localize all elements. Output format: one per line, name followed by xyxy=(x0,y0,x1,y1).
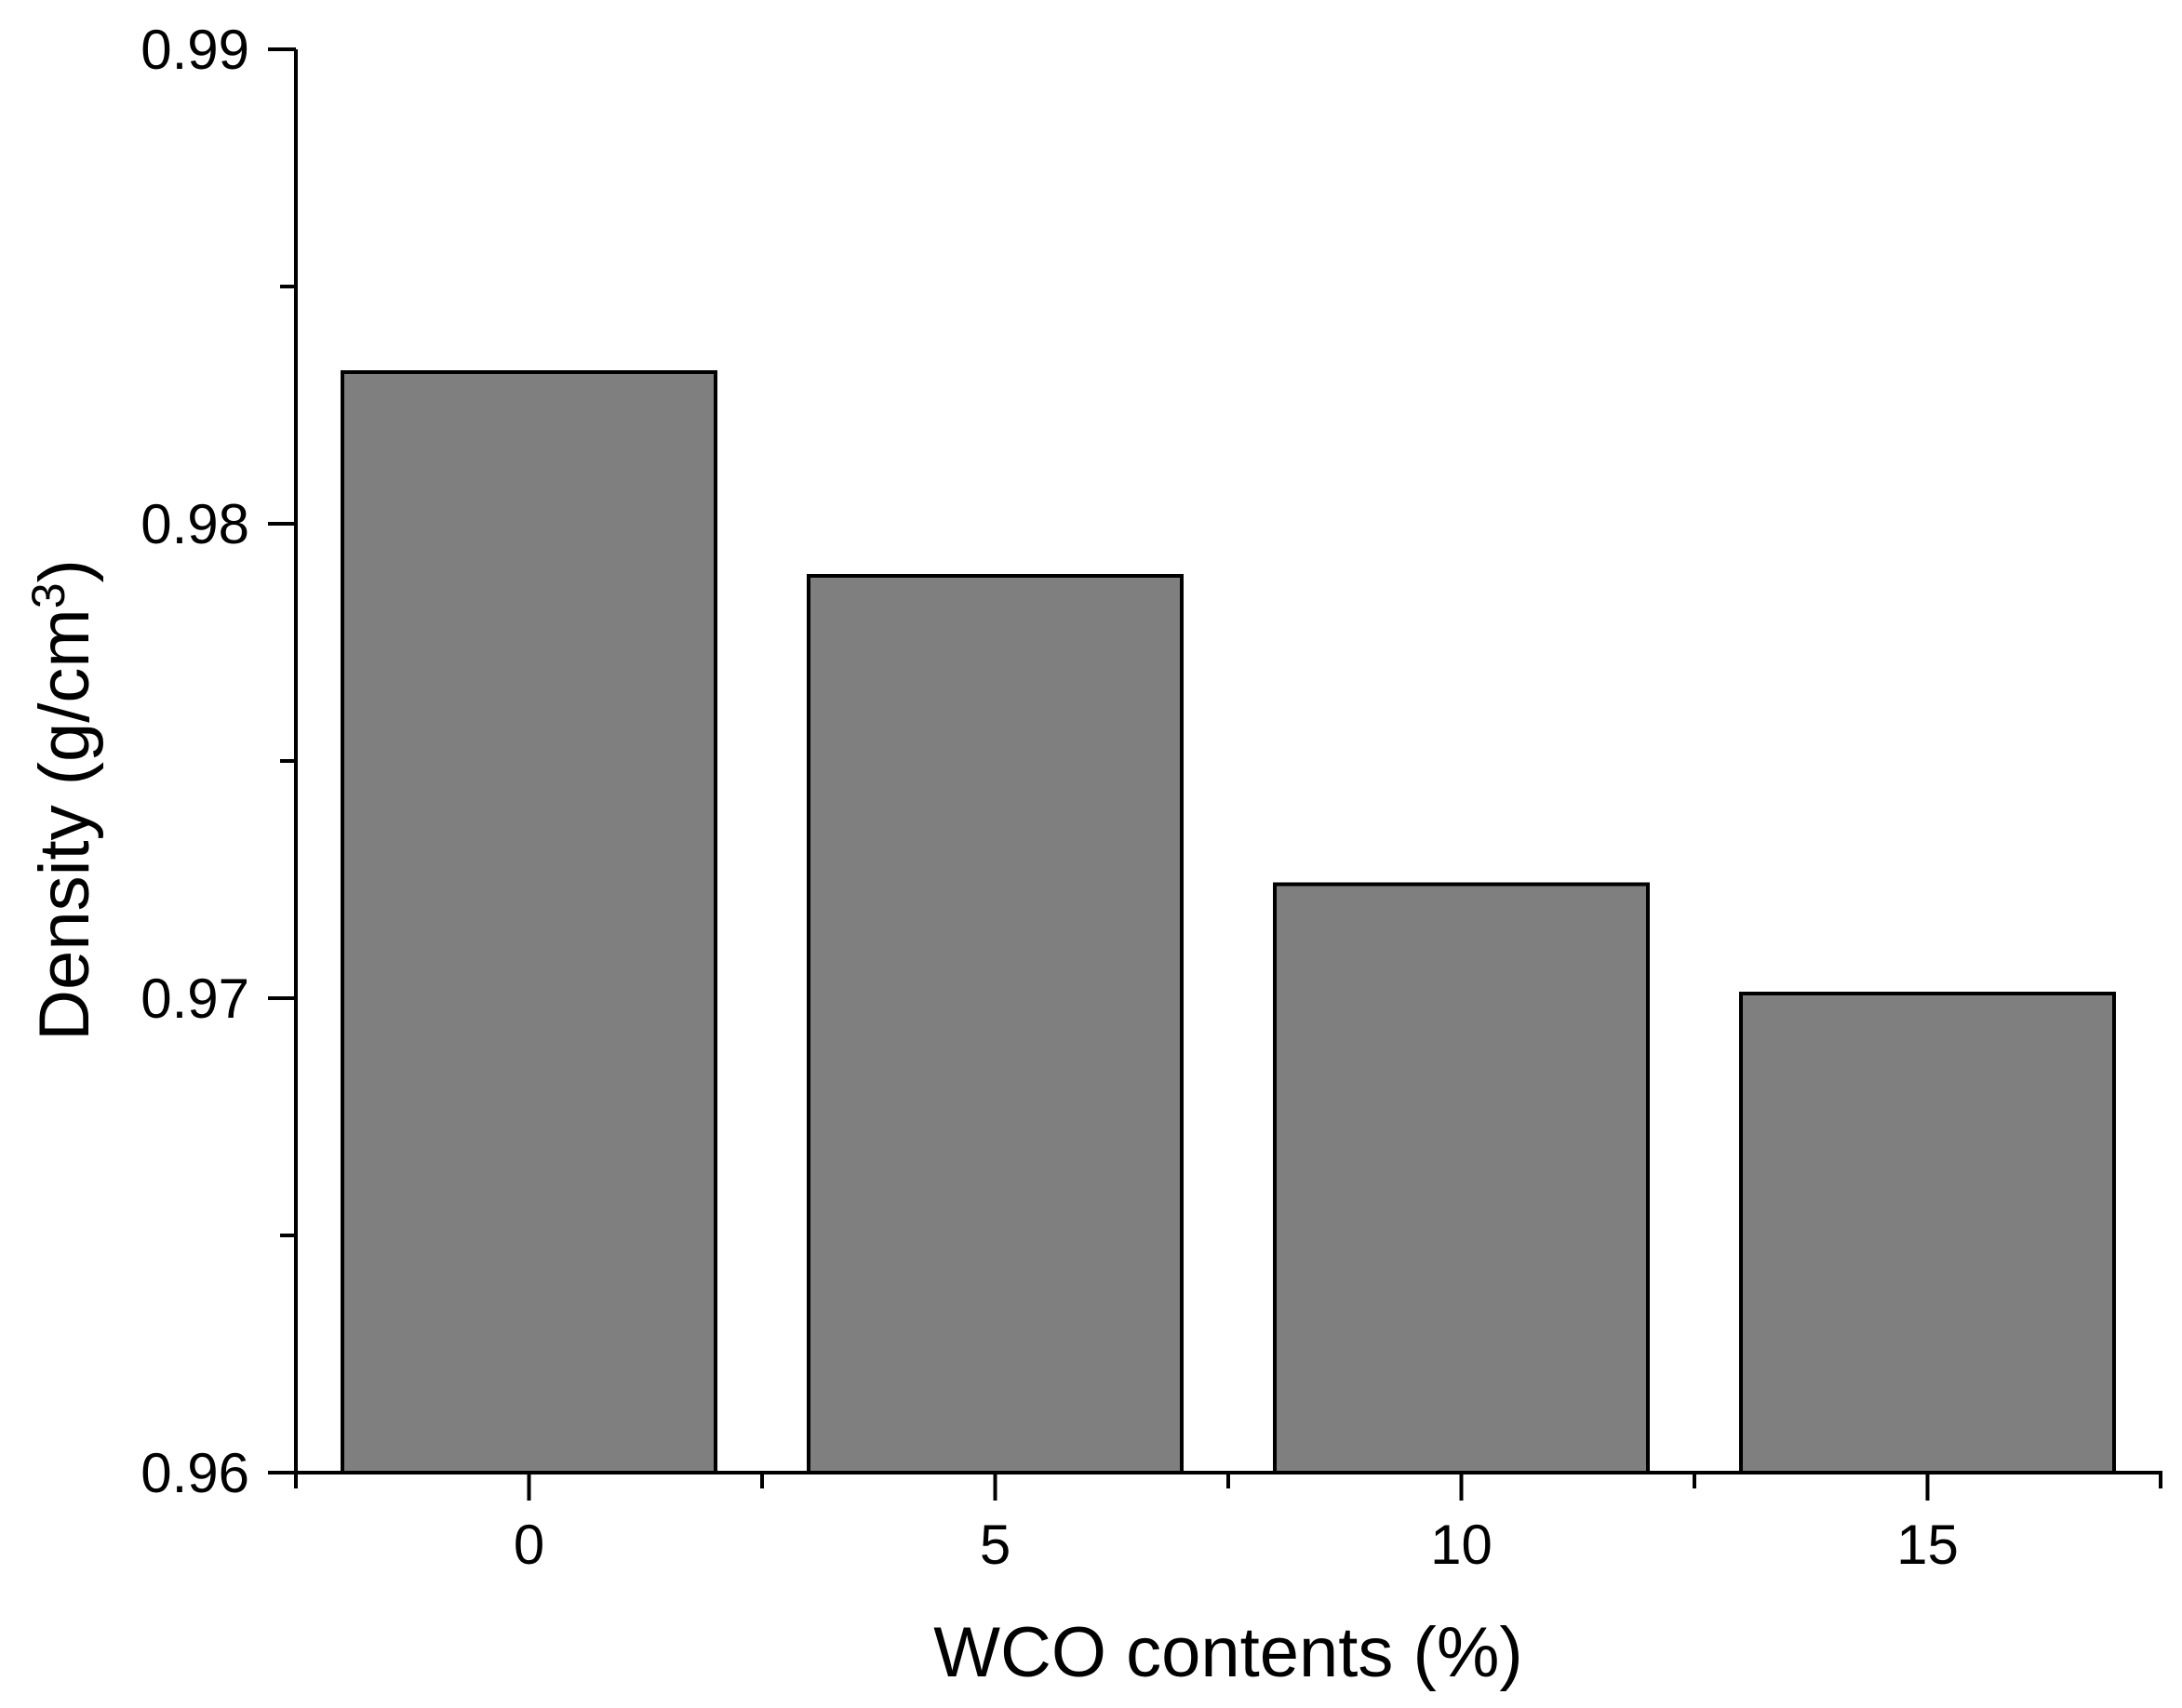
bar-5 xyxy=(807,574,1184,1474)
bar-0 xyxy=(341,369,717,1474)
y-axis-title: Density (g/cm3) xyxy=(22,559,104,1041)
x-tick-label: 10 xyxy=(1430,1514,1493,1576)
x-axis-title: WCO contents (%) xyxy=(933,1613,1522,1692)
x-tick-label: 5 xyxy=(980,1514,1011,1576)
x-tick-label: 15 xyxy=(1896,1514,1959,1576)
y-tick-label: 0.96 xyxy=(141,1442,249,1504)
y-tick-label: 0.99 xyxy=(141,19,249,81)
x-tick-label: 0 xyxy=(514,1514,544,1576)
y-tick-label: 0.98 xyxy=(141,493,249,555)
bar-10 xyxy=(1273,882,1650,1474)
bar-15 xyxy=(1739,991,2116,1474)
y-tick-label: 0.97 xyxy=(141,967,249,1030)
